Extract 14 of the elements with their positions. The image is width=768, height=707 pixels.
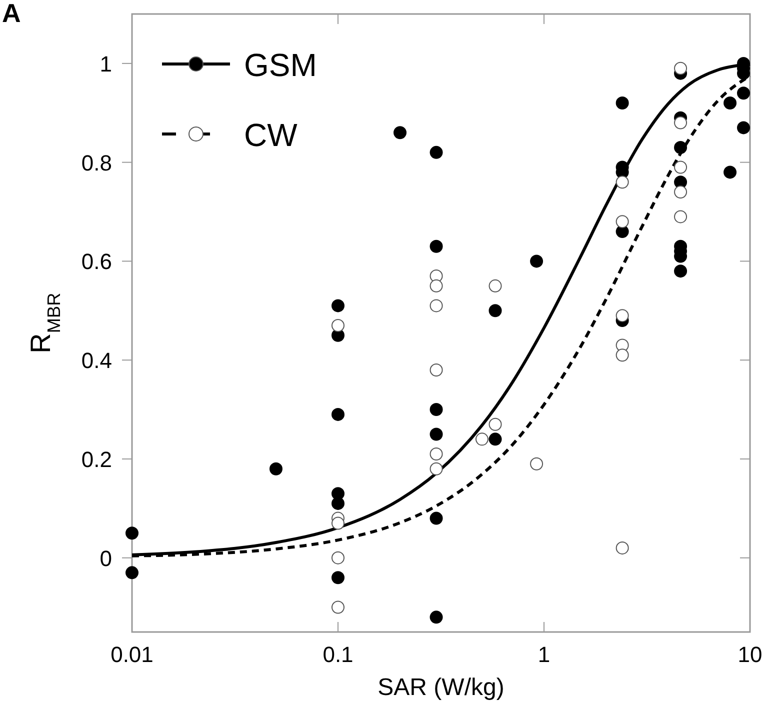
x-tick-label: 1	[538, 642, 550, 667]
x-tick-label: 0.1	[322, 642, 354, 667]
y-tick-label: 0	[100, 546, 112, 571]
y-tick-label: 0.2	[81, 446, 112, 472]
y-tick-label: 0.8	[81, 150, 112, 176]
y-tick-label: 0.6	[81, 249, 112, 274]
y-tick-label: 1	[100, 51, 112, 76]
legend-label: GSM	[244, 47, 317, 83]
x-tick-label: 10	[738, 642, 762, 667]
x-tick-label: 0.01	[110, 642, 154, 667]
x-axis-title: SAR (W/kg)	[378, 674, 504, 701]
legend-label: CW	[244, 117, 298, 153]
y-tick-label: 0.4	[81, 348, 112, 374]
text: A	[2, 0, 21, 28]
